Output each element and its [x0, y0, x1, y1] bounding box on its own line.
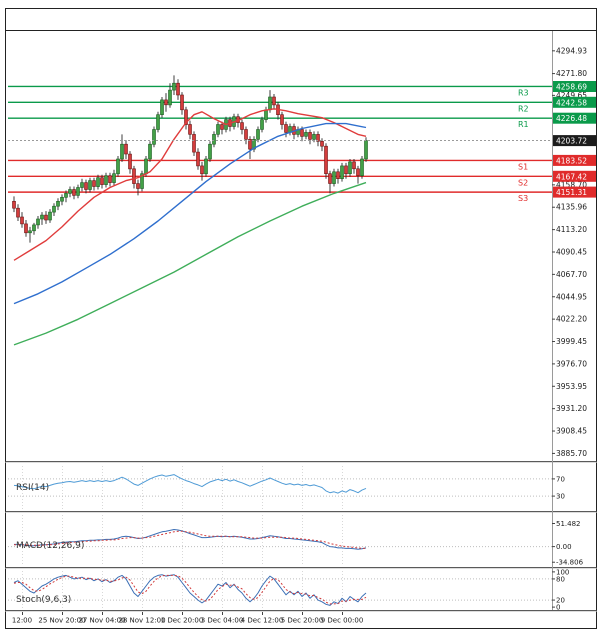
svg-text:4203.72: 4203.72: [556, 137, 587, 146]
svg-text:0.00: 0.00: [556, 543, 572, 551]
pivot-label-r1: R1: [518, 120, 529, 129]
svg-text:4135.96: 4135.96: [556, 203, 587, 212]
svg-text:12:00: 12:00: [12, 617, 32, 625]
svg-text:4242.58: 4242.58: [556, 98, 587, 107]
pivot-label-r3: R3: [518, 88, 529, 97]
pivot-label-r2: R2: [518, 104, 529, 113]
svg-text:4151.31: 4151.31: [556, 188, 587, 197]
svg-text:4271.80: 4271.80: [556, 69, 587, 78]
svg-text:3999.45: 3999.45: [556, 337, 587, 346]
chart-frame: [5, 8, 597, 629]
moving-averages: [13, 108, 367, 346]
svg-text:70: 70: [556, 475, 565, 483]
macd-line: [14, 529, 367, 550]
macd-signal-line: [14, 530, 366, 549]
svg-text:4158.70: 4158.70: [556, 180, 587, 189]
svg-text:4226.48: 4226.48: [556, 114, 587, 123]
svg-text:51.482: 51.482: [556, 520, 581, 528]
svg-text:30: 30: [556, 493, 565, 501]
svg-text:3 Dec 04:00: 3 Dec 04:00: [201, 617, 244, 625]
svg-text:4 Dec 12:00: 4 Dec 12:00: [241, 617, 284, 625]
svg-text:0: 0: [556, 604, 560, 612]
svg-text:1 Dec 20:00: 1 Dec 20:00: [161, 617, 204, 625]
macd-indicator-label: MACD(12,26,9): [16, 541, 84, 551]
svg-text:25 Nov 20:00: 25 Nov 20:00: [38, 617, 85, 625]
rsi-line: [13, 474, 367, 494]
price-axis: 4294.93 4271.80 4249.65 4158.70 4135.96 4113.…: [552, 46, 587, 458]
svg-text:-34.806: -34.806: [556, 559, 584, 567]
svg-text:28 Nov 12:00: 28 Nov 12:00: [118, 617, 165, 625]
svg-text:3953.95: 3953.95: [556, 382, 587, 391]
svg-text:4090.45: 4090.45: [556, 247, 587, 256]
svg-text:4258.69: 4258.69: [556, 82, 587, 91]
stoch-d-line: [13, 574, 367, 605]
svg-text:100: 100: [556, 568, 569, 576]
svg-text:20: 20: [556, 597, 565, 605]
candlestick-series: [12, 75, 368, 243]
svg-text:4113.20: 4113.20: [556, 225, 587, 234]
svg-text:3976.70: 3976.70: [556, 359, 587, 368]
svg-text:3908.45: 3908.45: [556, 427, 587, 436]
svg-text:4183.52: 4183.52: [556, 156, 587, 165]
ma-green-line: [13, 181, 367, 346]
rsi-indicator-label: RSI(14): [16, 483, 49, 493]
svg-text:5 Dec 20:00: 5 Dec 20:00: [281, 617, 324, 625]
svg-text:3885.70: 3885.70: [556, 449, 587, 458]
svg-text:4294.93: 4294.93: [556, 46, 587, 55]
price-badges: 4258.69 4242.58 4226.48 4203.72 4183.52 4167.…: [553, 81, 596, 198]
svg-text:9 Dec 00:00: 9 Dec 00:00: [321, 617, 364, 625]
support-resistance-lines: R3 R2 R1 S1 S2 S3: [8, 85, 552, 203]
ma-red-line: [13, 108, 367, 261]
svg-text:3931.20: 3931.20: [556, 404, 587, 413]
pivot-label-s2: S2: [518, 178, 528, 187]
svg-text:4067.70: 4067.70: [556, 270, 587, 279]
pivot-label-s1: S1: [518, 162, 528, 171]
svg-text:27 Nov 04:00: 27 Nov 04:00: [78, 617, 125, 625]
svg-text:4167.42: 4167.42: [556, 172, 587, 181]
svg-text:80: 80: [556, 575, 565, 583]
svg-text:4044.95: 4044.95: [556, 292, 587, 301]
pivot-label-s3: S3: [518, 194, 528, 203]
stoch-k-line: [13, 574, 367, 606]
svg-text:4249.65: 4249.65: [556, 91, 587, 100]
svg-text:4022.20: 4022.20: [556, 315, 587, 324]
ma-blue-line: [13, 122, 367, 305]
stoch-indicator-label: Stoch(9,6,3): [16, 595, 71, 605]
